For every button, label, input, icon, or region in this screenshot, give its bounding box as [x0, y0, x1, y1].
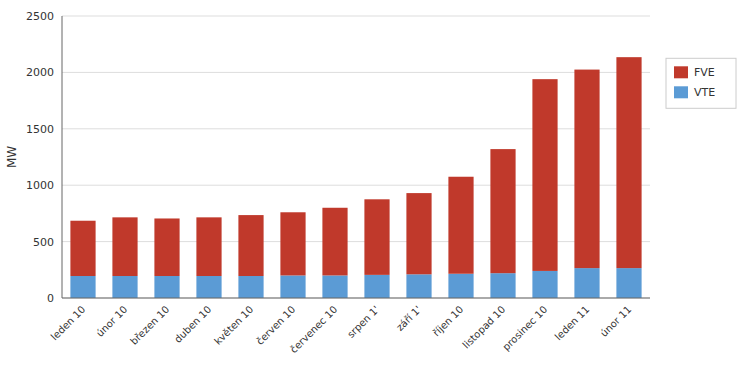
chart-container: 0 500 1000 1500 2000 2500 MW leden 10únor 10bře… — [0, 0, 750, 380]
x-tick-label: březen 10 — [128, 304, 171, 347]
bar-segment — [448, 274, 473, 298]
bar-segment — [280, 275, 305, 298]
bar-segment — [364, 275, 389, 298]
bar-segment — [574, 268, 599, 298]
bar-segment — [154, 276, 179, 298]
y-tick-label: 1500 — [26, 123, 54, 136]
bar-segment — [490, 273, 515, 298]
bar-segment — [322, 275, 347, 298]
legend-label: VTE — [694, 86, 715, 99]
bar-segment — [70, 221, 95, 276]
y-tick-label: 2000 — [26, 66, 54, 79]
grid-line — [62, 72, 650, 73]
x-tick-label: září 1' — [394, 304, 423, 333]
bar-segment — [406, 274, 431, 298]
x-tick-label: leden 10 — [49, 304, 88, 343]
bar-segment — [154, 218, 179, 276]
x-tick-label: únor 10 — [94, 304, 129, 339]
legend-swatch — [674, 86, 688, 98]
bar-segment — [322, 208, 347, 276]
y-tick-label: 500 — [33, 236, 54, 249]
y-tick-label: 2500 — [26, 10, 54, 23]
x-tick-label: duben 10 — [172, 304, 213, 345]
bar-segment — [616, 268, 641, 298]
grid-line — [62, 185, 650, 186]
bar-segment — [616, 57, 641, 268]
bar-segment — [238, 276, 263, 298]
bar-segment — [490, 149, 515, 273]
legend-label: FVE — [694, 66, 715, 79]
x-tick-label: červen 10 — [254, 304, 297, 347]
bars — [70, 57, 641, 298]
x-tick-label: prosinec 10 — [500, 304, 549, 353]
bar-segment — [532, 79, 557, 271]
x-tick-label: říjen 10 — [431, 304, 466, 339]
bar-segment — [406, 193, 431, 274]
bar-segment — [196, 217, 221, 276]
grid-line — [62, 241, 650, 242]
bar-segment — [532, 271, 557, 298]
bar-segment — [196, 276, 221, 298]
bar-segment — [448, 177, 473, 274]
bar-segment — [112, 217, 137, 276]
x-tick-label: květen 10 — [212, 304, 255, 347]
grid-line — [62, 16, 650, 17]
chart: 0 500 1000 1500 2000 2500 MW leden 10únor 10bře… — [0, 0, 750, 380]
bar-segment — [280, 212, 305, 275]
grid — [62, 16, 650, 298]
bar-segment — [112, 276, 137, 298]
grid-line — [62, 298, 650, 299]
bar-segment — [238, 215, 263, 276]
bar-segment — [70, 276, 95, 298]
x-tick-label: červenec 10 — [288, 304, 339, 355]
legend-frame — [666, 58, 736, 108]
x-axis-line — [62, 298, 650, 299]
legend-swatch — [674, 66, 688, 78]
x-tick-label: leden 11 — [553, 304, 592, 343]
x-tick-label: únor 11 — [598, 304, 633, 339]
legend: FVE VTE — [666, 58, 736, 108]
bar-segment — [574, 70, 599, 269]
grid-line — [62, 128, 650, 129]
x-tick-label: srpen 1' — [345, 304, 381, 340]
y-tick-label: 1000 — [26, 179, 54, 192]
x-axis: leden 10únor 10březen 10duben 10květen 1… — [49, 304, 634, 355]
bar-segment — [364, 199, 389, 275]
y-axis-label: MW — [5, 146, 19, 168]
y-axis-line — [62, 16, 63, 298]
y-axis: 0 500 1000 1500 2000 2500 — [26, 10, 54, 305]
y-tick-label: 0 — [47, 292, 54, 305]
